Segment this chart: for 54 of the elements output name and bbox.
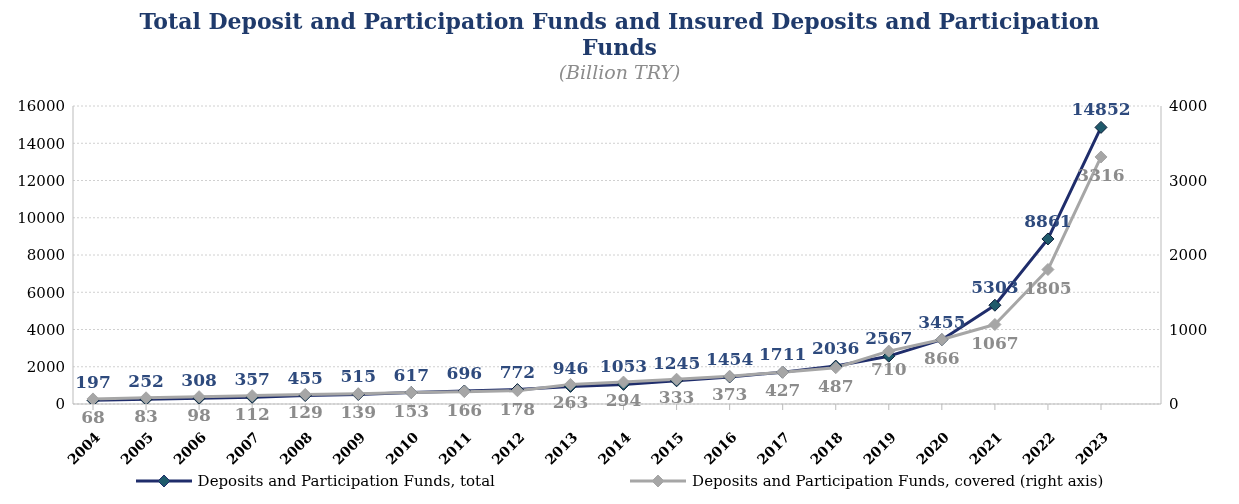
data-label: 68: [81, 407, 105, 427]
chart-subtitle: (Billion TRY): [557, 60, 682, 84]
data-label: 1053: [599, 356, 648, 377]
data-label: 197: [75, 372, 111, 393]
y-tick-label: 0: [55, 395, 65, 414]
data-label: 1711: [759, 344, 807, 365]
y-tick-label: 4000: [26, 320, 65, 339]
data-label: 294: [605, 390, 642, 411]
y2-tick-label: 3000: [1169, 171, 1208, 190]
data-label: 112: [234, 403, 270, 424]
data-label: 2036: [812, 338, 860, 359]
chart-title: Total Deposit and Participation Funds and Insured Deposits and Participation Funds: [139, 8, 1100, 60]
data-label: 263: [552, 392, 589, 413]
data-label: 515: [340, 366, 377, 387]
data-label: 129: [287, 402, 323, 423]
y-tick-label: 6000: [26, 283, 65, 302]
data-label: 772: [499, 361, 536, 382]
data-label: 14852: [1071, 99, 1131, 120]
y-tick-label: 8000: [26, 246, 65, 265]
y-tick-label: 2000: [26, 358, 65, 377]
legend-label: Deposits and Participation Funds, covered (right axis): [692, 472, 1104, 490]
data-label: 333: [658, 387, 695, 408]
y-tick-label: 12000: [17, 171, 65, 190]
legend-label: Deposits and Participation Funds, total: [197, 472, 495, 490]
y-tick-label: 14000: [17, 134, 65, 153]
data-label: 178: [499, 398, 536, 419]
data-label: 710: [871, 359, 907, 380]
data-label: 153: [393, 400, 430, 421]
data-label: 2567: [865, 328, 913, 349]
data-label: 427: [764, 380, 801, 401]
data-label: 455: [287, 367, 323, 388]
data-label: 696: [446, 363, 483, 384]
y2-tick-label: 0: [1169, 395, 1179, 414]
data-label: 308: [181, 370, 217, 391]
data-label: 946: [552, 358, 589, 379]
y2-tick-label: 2000: [1169, 246, 1208, 265]
data-label: 373: [711, 384, 748, 405]
data-label: 98: [187, 404, 211, 425]
y2-tick-label: 4000: [1169, 97, 1208, 116]
data-label: 83: [134, 405, 158, 426]
data-label: 139: [340, 401, 377, 422]
data-label: 1245: [652, 352, 701, 373]
data-label: 487: [817, 375, 854, 396]
data-label: 617: [393, 364, 430, 385]
y-tick-label: 10000: [17, 209, 65, 228]
data-label: 252: [128, 371, 164, 392]
y2-tick-label: 1000: [1169, 320, 1208, 339]
data-label: 357: [234, 369, 270, 390]
data-label: 866: [924, 347, 960, 368]
y-tick-label: 16000: [17, 97, 65, 116]
data-label: 3455: [918, 311, 966, 332]
data-label: 166: [446, 399, 483, 420]
data-label: 1454: [705, 348, 754, 369]
data-label: 1067: [971, 332, 1019, 353]
